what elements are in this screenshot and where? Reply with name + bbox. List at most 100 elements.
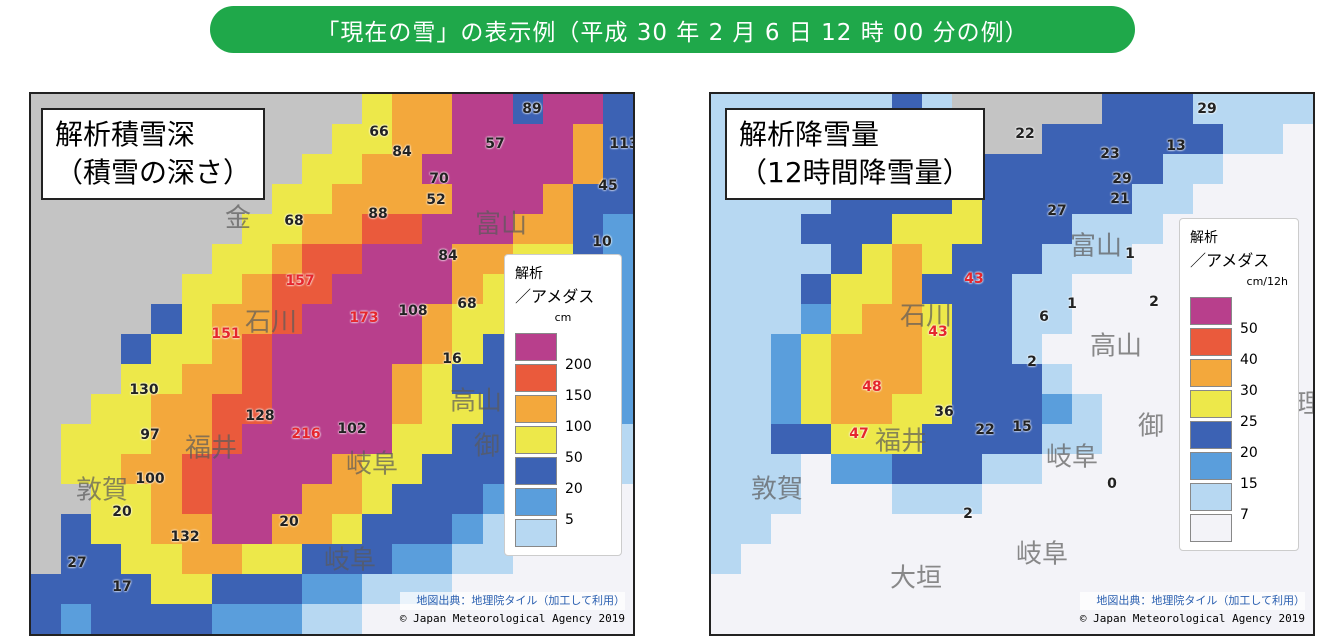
place-name: 敦賀 <box>75 475 129 506</box>
map-credit: 地図出典：地理院タイル（加工して利用） © Japan Meteorologic… <box>1079 592 1305 628</box>
grid-cell <box>711 334 742 365</box>
grid-cell <box>861 274 893 305</box>
station-value: 68 <box>284 213 304 229</box>
grid-cell <box>831 544 863 575</box>
grid-cell <box>951 244 983 275</box>
station-value: 88 <box>368 206 388 222</box>
station-value: 52 <box>426 192 446 208</box>
grid-cell <box>362 94 394 125</box>
grid-cell <box>1012 334 1043 365</box>
station-value: 21 <box>1110 191 1130 207</box>
grid-cell <box>362 364 394 395</box>
grid-cell <box>362 124 394 155</box>
grid-cell <box>422 514 454 545</box>
station-value: 20 <box>112 504 132 520</box>
grid-cell <box>1072 424 1104 455</box>
grid-cell <box>211 244 243 275</box>
grid-cell <box>1102 454 1134 485</box>
grid-cell <box>831 574 863 605</box>
grid-cell <box>332 394 363 425</box>
grid-cell <box>181 604 213 634</box>
station-value: 6 <box>1039 309 1049 325</box>
grid-cell <box>332 184 363 215</box>
grid-cell <box>91 514 123 545</box>
grid-cell <box>362 604 394 634</box>
grid-cell <box>271 424 303 455</box>
grid-cell <box>301 364 333 395</box>
grid-cell <box>422 364 454 395</box>
station-value: 17 <box>112 579 132 595</box>
grid-cell <box>891 214 923 245</box>
grid-cell <box>181 304 213 335</box>
grid-cell <box>121 274 153 305</box>
grid-cell <box>801 484 833 515</box>
grid-cell <box>542 124 574 155</box>
grid-cell <box>921 514 953 545</box>
grid-cell <box>121 574 153 605</box>
grid-cell <box>1042 94 1074 125</box>
grid-cell <box>121 604 153 634</box>
grid-cell <box>741 274 773 305</box>
legend-value: 50 <box>565 450 583 466</box>
grid-cell <box>271 94 303 125</box>
grid-cell <box>31 394 62 425</box>
grid-cell <box>422 184 454 215</box>
legend-title: 解析 <box>1190 230 1218 246</box>
grid-cell <box>61 514 93 545</box>
grid-cell <box>61 454 93 485</box>
grid-cell <box>301 94 333 125</box>
grid-cell <box>711 424 742 455</box>
legend-subtitle: ／アメダス <box>515 287 595 306</box>
grid-cell <box>711 364 742 395</box>
grid-cell <box>801 304 833 335</box>
legend-value: 100 <box>565 419 592 435</box>
grid-cell <box>332 214 363 245</box>
grid-cell <box>362 454 394 485</box>
legend-value: 200 <box>565 357 592 373</box>
grid-cell <box>392 364 424 395</box>
grid-cell <box>31 304 62 335</box>
grid-cell <box>91 274 123 305</box>
station-value: 2 <box>1149 294 1159 310</box>
station-value: 130 <box>129 382 159 398</box>
grid-cell <box>301 214 333 245</box>
grid-cell <box>121 544 153 575</box>
grid-cell <box>921 244 953 275</box>
grid-cell <box>121 364 153 395</box>
grid-cell <box>211 454 243 485</box>
grid-cell <box>301 484 333 515</box>
grid-cell <box>1072 214 1104 245</box>
grid-cell <box>301 544 333 575</box>
grid-cell <box>1012 154 1043 185</box>
grid-cell <box>861 214 893 245</box>
grid-cell <box>951 514 983 545</box>
grid-cell <box>801 394 833 425</box>
grid-cell <box>891 274 923 305</box>
grid-cell <box>241 484 273 515</box>
grid-cell <box>741 574 773 605</box>
grid-cell <box>181 364 213 395</box>
grid-cell <box>392 334 424 365</box>
grid-cell <box>1192 154 1224 185</box>
grid-cell <box>422 214 454 245</box>
grid-cell <box>61 334 93 365</box>
grid-cell <box>452 94 484 125</box>
grid-cell <box>891 604 923 634</box>
grid-cell <box>121 304 153 335</box>
grid-cell <box>392 544 424 575</box>
grid-cell <box>91 544 123 575</box>
place-name: 御 <box>1137 411 1165 442</box>
grid-cell <box>1042 364 1074 395</box>
grid-cell <box>301 124 333 155</box>
grid-cell <box>1132 454 1164 485</box>
grid-cell <box>151 484 183 515</box>
grid-cell <box>422 454 454 485</box>
grid-cell <box>572 94 604 125</box>
grid-cell <box>981 274 1013 305</box>
place-name: 福井 <box>874 426 928 457</box>
place-name: 岐阜 <box>1045 442 1099 473</box>
grid-cell <box>771 394 803 425</box>
grid-cell <box>211 514 243 545</box>
grid-cell <box>271 544 303 575</box>
grid-cell <box>1192 94 1224 125</box>
